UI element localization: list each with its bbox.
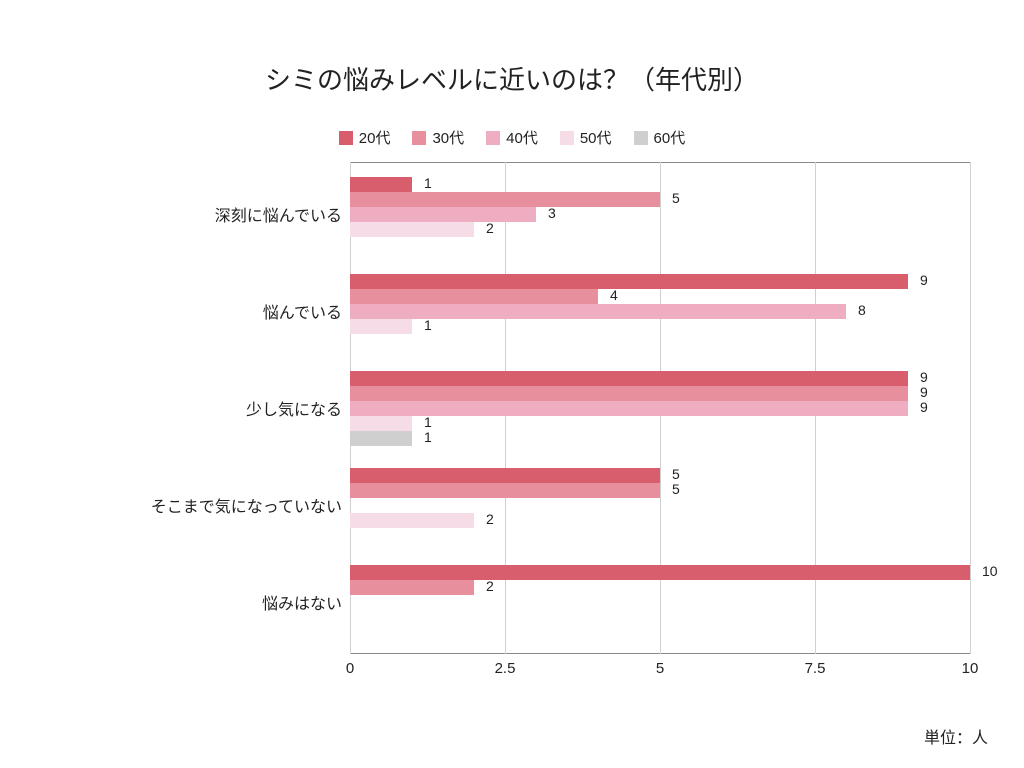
x-tick-label: 5 (656, 660, 664, 677)
value-label: 8 (858, 303, 866, 318)
value-label: 9 (920, 385, 928, 400)
bar (350, 289, 598, 304)
legend-label: 50代 (580, 127, 612, 148)
legend: 20代 30代 40代 50代 60代 (40, 127, 984, 148)
bar (350, 513, 474, 528)
value-label: 2 (486, 221, 494, 236)
bar (350, 207, 536, 222)
value-label: 1 (424, 318, 432, 333)
legend-swatch (634, 131, 648, 145)
bar (350, 431, 412, 446)
plot-area: 深刻に悩んでいる1532悩んでいる9481少し気になる99911そこまで気になっ… (350, 162, 970, 654)
legend-swatch (486, 131, 500, 145)
bar (350, 319, 412, 334)
value-label: 9 (920, 273, 928, 288)
value-label: 1 (424, 176, 432, 191)
category-label: そこまで気になっていない (151, 493, 342, 517)
x-tick-label: 0 (346, 660, 354, 677)
legend-label: 40代 (506, 127, 538, 148)
bar (350, 192, 660, 207)
bar (350, 580, 474, 595)
bar (350, 483, 660, 498)
gridline (970, 162, 971, 654)
value-label: 10 (982, 564, 998, 579)
value-label: 5 (672, 191, 680, 206)
chart-container: シミの悩みレベルに近いのは？（年代別） 20代 30代 40代 50代 60代 深刻に悩… (0, 0, 1024, 768)
bar (350, 222, 474, 237)
legend-item: 50代 (560, 127, 612, 148)
value-label: 1 (424, 415, 432, 430)
x-tick-label: 2.5 (495, 660, 516, 677)
bar (350, 468, 660, 483)
legend-swatch (560, 131, 574, 145)
value-label: 5 (672, 482, 680, 497)
value-label: 1 (424, 430, 432, 445)
bar-group: そこまで気になっていない552 (350, 468, 970, 543)
bar (350, 386, 908, 401)
value-label: 9 (920, 400, 928, 415)
value-label: 2 (486, 512, 494, 527)
legend-item: 40代 (486, 127, 538, 148)
bar-group: 少し気になる99911 (350, 371, 970, 446)
category-label: 悩んでいる (263, 299, 342, 323)
legend-item: 30代 (412, 127, 464, 148)
category-label: 深刻に悩んでいる (215, 202, 342, 226)
legend-label: 20代 (359, 127, 391, 148)
bar-group: 悩んでいる9481 (350, 274, 970, 349)
bar (350, 371, 908, 386)
bar (350, 274, 908, 289)
category-label: 悩みはない (262, 590, 342, 614)
legend-swatch (339, 131, 353, 145)
bar (350, 401, 908, 416)
value-label: 5 (672, 467, 680, 482)
legend-label: 30代 (432, 127, 464, 148)
legend-item: 20代 (339, 127, 391, 148)
chart-area: 深刻に悩んでいる1532悩んでいる9481少し気になる99911そこまで気になっ… (350, 162, 970, 692)
legend-item: 60代 (634, 127, 686, 148)
value-label: 4 (610, 288, 618, 303)
category-label: 少し気になる (246, 396, 342, 420)
legend-label: 60代 (654, 127, 686, 148)
bar (350, 416, 412, 431)
x-tick-label: 10 (962, 660, 979, 677)
chart-title: シミの悩みレベルに近いのは？（年代別） (40, 60, 984, 97)
bar (350, 177, 412, 192)
bar-group: 悩みはない102 (350, 565, 970, 640)
bar (350, 565, 970, 580)
bar-group: 深刻に悩んでいる1532 (350, 177, 970, 252)
value-label: 2 (486, 579, 494, 594)
unit-label: 単位：人 (924, 724, 988, 748)
x-tick-label: 7.5 (805, 660, 826, 677)
legend-swatch (412, 131, 426, 145)
value-label: 9 (920, 370, 928, 385)
value-label: 3 (548, 206, 556, 221)
